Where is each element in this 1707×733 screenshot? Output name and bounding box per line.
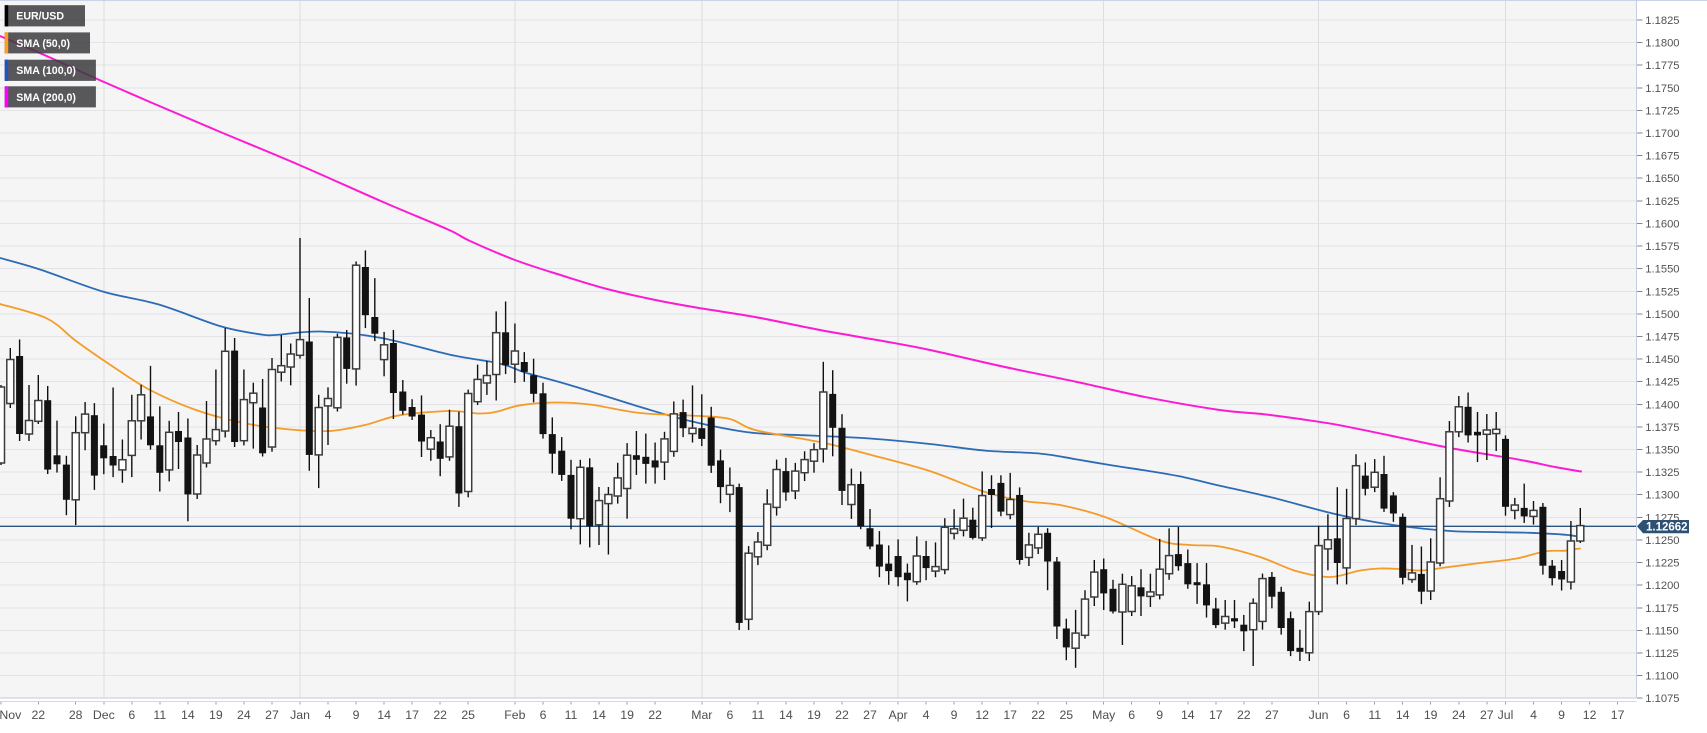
svg-text:1.1225: 1.1225 <box>1645 558 1679 570</box>
svg-text:25: 25 <box>1059 708 1073 722</box>
svg-text:9: 9 <box>1558 708 1565 722</box>
svg-text:19: 19 <box>209 708 223 722</box>
svg-text:1.1325: 1.1325 <box>1645 467 1679 479</box>
svg-text:24: 24 <box>237 708 251 722</box>
svg-text:14: 14 <box>779 708 793 722</box>
svg-text:22: 22 <box>31 708 45 722</box>
svg-text:27: 27 <box>863 708 877 722</box>
svg-text:1.1550: 1.1550 <box>1645 264 1679 276</box>
svg-text:14: 14 <box>1396 708 1410 722</box>
svg-text:12: 12 <box>975 708 989 722</box>
svg-text:9: 9 <box>951 708 958 722</box>
svg-text:4: 4 <box>325 708 332 722</box>
svg-text:27: 27 <box>1480 708 1494 722</box>
svg-text:6: 6 <box>726 708 733 722</box>
svg-text:SMA (100,0): SMA (100,0) <box>16 65 76 77</box>
svg-text:11: 11 <box>565 708 578 722</box>
svg-text:Dec: Dec <box>93 708 115 722</box>
svg-text:1.1650: 1.1650 <box>1645 173 1679 185</box>
svg-text:9: 9 <box>1156 708 1163 722</box>
svg-text:22: 22 <box>835 708 849 722</box>
svg-text:Apr: Apr <box>889 708 908 722</box>
svg-text:22: 22 <box>1237 708 1251 722</box>
svg-text:17: 17 <box>1003 708 1017 722</box>
svg-text:1.1475: 1.1475 <box>1645 332 1679 344</box>
svg-text:SMA (50,0): SMA (50,0) <box>16 38 70 50</box>
svg-text:1.1300: 1.1300 <box>1645 490 1679 502</box>
svg-text:24: 24 <box>1452 708 1466 722</box>
svg-text:22: 22 <box>1031 708 1045 722</box>
svg-text:27: 27 <box>1265 708 1279 722</box>
svg-text:1.1200: 1.1200 <box>1645 580 1679 592</box>
svg-text:EUR/USD: EUR/USD <box>16 11 64 23</box>
svg-text:22: 22 <box>433 708 447 722</box>
svg-text:11: 11 <box>752 708 765 722</box>
svg-text:Jun: Jun <box>1309 708 1329 722</box>
svg-text:1.1625: 1.1625 <box>1645 196 1679 208</box>
svg-text:1.1725: 1.1725 <box>1645 105 1679 117</box>
svg-text:1.1150: 1.1150 <box>1645 625 1678 637</box>
svg-text:14: 14 <box>377 708 391 722</box>
svg-text:1.1800: 1.1800 <box>1645 38 1679 50</box>
svg-text:6: 6 <box>1128 708 1135 722</box>
svg-text:1.1175: 1.1175 <box>1645 603 1678 615</box>
svg-text:Nov: Nov <box>0 708 22 722</box>
svg-text:14: 14 <box>181 708 195 722</box>
svg-text:19: 19 <box>620 708 634 722</box>
svg-text:1.1775: 1.1775 <box>1645 60 1679 72</box>
svg-text:1.1575: 1.1575 <box>1645 241 1679 253</box>
svg-text:1.1375: 1.1375 <box>1645 422 1679 434</box>
svg-text:4: 4 <box>1530 708 1537 722</box>
svg-text:1.1250: 1.1250 <box>1645 535 1679 547</box>
svg-text:1.1600: 1.1600 <box>1645 219 1679 231</box>
svg-text:6: 6 <box>1343 708 1350 722</box>
svg-text:1.1425: 1.1425 <box>1645 377 1679 389</box>
svg-text:SMA (200,0): SMA (200,0) <box>16 92 76 104</box>
svg-text:1.1100: 1.1100 <box>1645 671 1678 683</box>
svg-text:1.1400: 1.1400 <box>1645 399 1679 411</box>
svg-text:1.1500: 1.1500 <box>1645 309 1679 321</box>
svg-text:Jul: Jul <box>1498 708 1514 722</box>
svg-text:1.1125: 1.1125 <box>1645 648 1678 660</box>
svg-text:19: 19 <box>1424 708 1438 722</box>
svg-text:1.1825: 1.1825 <box>1645 15 1679 27</box>
svg-text:28: 28 <box>69 708 83 722</box>
svg-text:Mar: Mar <box>691 708 712 722</box>
svg-text:Feb: Feb <box>504 708 525 722</box>
svg-text:1.1075: 1.1075 <box>1645 693 1679 705</box>
svg-text:12: 12 <box>1583 708 1597 722</box>
svg-text:1.1700: 1.1700 <box>1645 128 1679 140</box>
svg-text:4: 4 <box>923 708 930 722</box>
svg-text:17: 17 <box>1209 708 1223 722</box>
svg-text:14: 14 <box>1181 708 1195 722</box>
svg-text:May: May <box>1092 708 1116 722</box>
svg-text:1.1525: 1.1525 <box>1645 286 1679 298</box>
svg-text:19: 19 <box>807 708 821 722</box>
svg-text:6: 6 <box>540 708 547 722</box>
svg-text:1.12662: 1.12662 <box>1646 521 1688 533</box>
svg-text:6: 6 <box>128 708 135 722</box>
svg-text:1.1350: 1.1350 <box>1645 445 1679 457</box>
svg-text:22: 22 <box>648 708 662 722</box>
svg-text:14: 14 <box>592 708 606 722</box>
svg-text:27: 27 <box>265 708 279 722</box>
svg-text:1.1750: 1.1750 <box>1645 83 1679 95</box>
svg-text:25: 25 <box>461 708 475 722</box>
svg-text:Jan: Jan <box>290 708 310 722</box>
svg-text:11: 11 <box>153 708 166 722</box>
svg-text:17: 17 <box>1611 708 1625 722</box>
svg-text:1.1450: 1.1450 <box>1645 354 1679 366</box>
svg-text:9: 9 <box>353 708 360 722</box>
svg-text:17: 17 <box>405 708 419 722</box>
svg-text:1.1675: 1.1675 <box>1645 151 1679 163</box>
svg-text:11: 11 <box>1368 708 1381 722</box>
